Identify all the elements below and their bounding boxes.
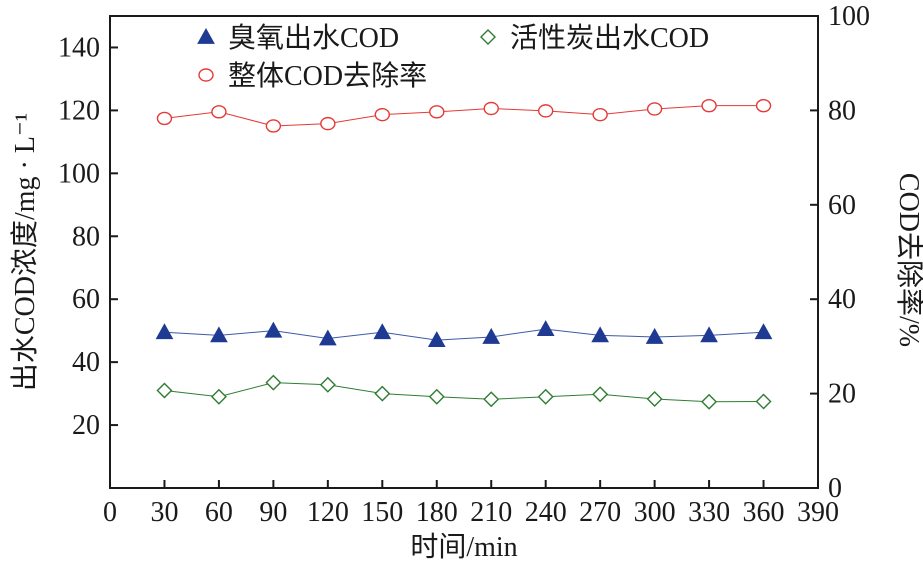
y-tick-label: 20 xyxy=(72,410,100,441)
data-point-0 xyxy=(591,326,610,343)
x-tick-label: 360 xyxy=(743,497,785,528)
data-point-1 xyxy=(428,388,445,405)
x-tick-label: 120 xyxy=(307,497,349,528)
legend-marker-1 xyxy=(480,29,496,45)
legend: 臭氧出水COD 活性炭出水COD 整体COD去除率 xyxy=(197,22,709,92)
data-point-0 xyxy=(482,327,501,344)
data-point-1 xyxy=(319,376,336,393)
data-point-2 xyxy=(211,105,227,119)
data-point-1 xyxy=(265,374,282,391)
legend-marker-2 xyxy=(198,68,214,82)
y2-axis-title: COD去除率/% xyxy=(893,173,923,347)
data-point-2 xyxy=(156,111,173,126)
y-axis-title: 出水COD浓度/mg · L⁻¹ xyxy=(9,113,41,391)
x-tick-label: 150 xyxy=(361,497,403,528)
x-axis: 0 30 60 90 120 150 180 210 240 270 300 330 360 390 xyxy=(103,480,839,528)
x-tick-label: 60 xyxy=(205,497,233,528)
data-point-2 xyxy=(265,119,282,133)
y-tick-label: 120 xyxy=(58,95,100,126)
data-point-2 xyxy=(537,104,554,118)
y-axis-left: 20 40 60 80 100 120 140 xyxy=(58,32,118,441)
x-tick-label: 90 xyxy=(259,497,287,528)
data-point-0 xyxy=(754,323,773,340)
x-axis-title: 时间/min xyxy=(410,531,517,563)
y2-tick-label: 40 xyxy=(828,284,856,315)
data-point-2 xyxy=(592,107,608,122)
legend-label-2: 整体COD去除率 xyxy=(228,60,427,92)
data-point-1 xyxy=(646,390,663,407)
series-layer xyxy=(155,98,773,410)
x-tick-label: 180 xyxy=(416,497,458,528)
legend-label-0: 臭氧出水COD xyxy=(228,22,399,54)
data-point-1 xyxy=(755,393,772,410)
data-point-0 xyxy=(155,323,174,340)
y2-tick-label: 0 xyxy=(828,473,842,504)
x-tick-label: 240 xyxy=(525,497,567,528)
data-point-2 xyxy=(646,102,663,116)
y-tick-label: 40 xyxy=(72,347,100,378)
y-tick-label: 100 xyxy=(58,158,100,189)
data-point-0 xyxy=(264,321,283,338)
x-tick-label: 270 xyxy=(579,497,621,528)
data-point-2 xyxy=(483,101,499,116)
x-tick-label: 300 xyxy=(634,497,676,528)
data-point-0 xyxy=(645,327,664,344)
legend-marker-0 xyxy=(197,27,215,44)
plot-frame xyxy=(109,15,819,489)
data-point-1 xyxy=(592,386,609,403)
y-tick-label: 140 xyxy=(58,32,100,63)
series-line-1 xyxy=(164,382,764,403)
data-point-1 xyxy=(156,382,173,399)
data-point-1 xyxy=(537,388,554,405)
x-tick-label: 330 xyxy=(688,497,730,528)
y-axis-right: 0 20 40 60 80 100 xyxy=(810,1,870,504)
y-tick-label: 60 xyxy=(72,284,100,315)
data-point-2 xyxy=(374,107,391,122)
y2-tick-label: 60 xyxy=(828,190,856,221)
data-point-2 xyxy=(755,98,772,113)
y-tick-label: 80 xyxy=(72,221,100,252)
data-point-0 xyxy=(536,320,555,336)
data-point-1 xyxy=(210,388,227,405)
y2-tick-label: 100 xyxy=(828,1,870,32)
data-point-2 xyxy=(429,105,445,119)
series-line-2 xyxy=(164,105,764,127)
data-point-1 xyxy=(483,391,500,408)
data-point-2 xyxy=(701,98,717,113)
legend-label-1: 活性炭出水COD xyxy=(510,22,709,54)
data-point-0 xyxy=(700,326,718,343)
x-tick-label: 30 xyxy=(150,497,178,528)
y2-tick-label: 80 xyxy=(828,95,856,126)
data-point-0 xyxy=(373,323,392,340)
data-point-0 xyxy=(318,329,337,346)
y2-tick-label: 20 xyxy=(828,379,856,410)
x-tick-label: 390 xyxy=(797,497,839,528)
data-point-1 xyxy=(374,385,391,402)
series-line-0 xyxy=(164,328,764,341)
data-point-1 xyxy=(701,393,718,410)
x-tick-label: 210 xyxy=(470,497,512,528)
data-point-0 xyxy=(427,331,446,348)
data-point-2 xyxy=(320,116,336,131)
data-point-0 xyxy=(210,326,228,343)
x-tick-label: 0 xyxy=(103,497,117,528)
